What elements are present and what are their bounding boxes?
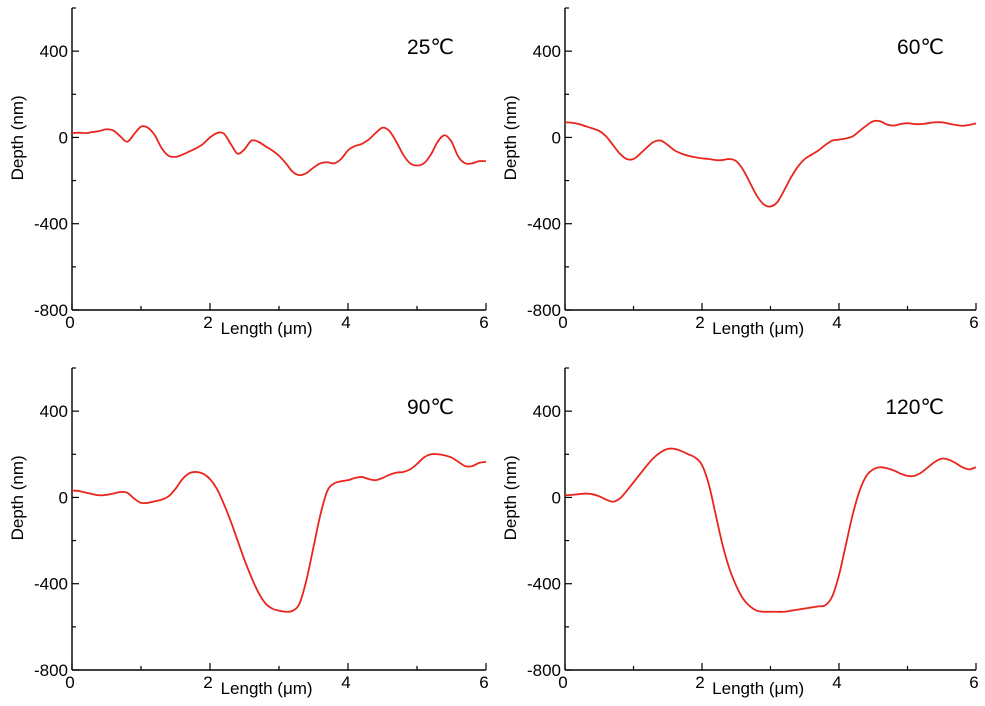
depth-profile-line (71, 125, 487, 177)
y-axis-label: Depth (nm) (8, 455, 27, 540)
x-tick-label: 6 (479, 313, 488, 332)
x-tick-label: 4 (832, 673, 841, 692)
x-tick-label: 4 (341, 313, 350, 332)
y-tick-label: -800 (527, 661, 561, 680)
x-tick-label: 2 (203, 313, 212, 332)
y-tick-label: -400 (34, 215, 68, 234)
x-tick-label: 0 (558, 673, 567, 692)
x-tick-label: 0 (65, 313, 74, 332)
x-axis-label: Length (μm) (221, 319, 313, 338)
y-tick-label: 0 (59, 128, 68, 147)
x-tick-label: 4 (832, 313, 841, 332)
y-tick-label: 400 (40, 402, 68, 421)
x-tick-label: 2 (695, 673, 704, 692)
x-tick-label: 6 (969, 313, 978, 332)
x-tick-label: 6 (969, 673, 978, 692)
x-tick-label: 0 (558, 313, 567, 332)
x-axis-label: Length (μm) (221, 679, 313, 698)
y-tick-label: -400 (527, 215, 561, 234)
x-axis-label: Length (μm) (712, 679, 804, 698)
x-tick-label: 2 (203, 673, 212, 692)
panel-temperature-label: 25℃ (407, 36, 454, 59)
y-tick-label: -400 (34, 575, 68, 594)
x-tick-label: 0 (65, 673, 74, 692)
y-tick-label: 400 (533, 402, 561, 421)
y-tick-label: 0 (552, 128, 561, 147)
depth-profile-line (564, 447, 977, 613)
x-axis-label: Length (μm) (712, 319, 804, 338)
x-tick-label: 4 (341, 673, 350, 692)
y-tick-label: 0 (59, 488, 68, 507)
y-axis-label: Depth (nm) (501, 95, 520, 180)
y-axis-label: Depth (nm) (8, 95, 27, 180)
panel-temperature-label: 60℃ (897, 36, 944, 59)
depth-profile-line (71, 453, 487, 613)
y-tick-label: -400 (527, 575, 561, 594)
panel-temperature-label: 90℃ (407, 396, 454, 419)
x-tick-label: 2 (695, 313, 704, 332)
y-tick-label: -800 (34, 301, 68, 320)
x-tick-label: 6 (479, 673, 488, 692)
depth-profile-line (564, 119, 977, 208)
y-axis-label: Depth (nm) (501, 455, 520, 540)
y-tick-label: 400 (40, 42, 68, 61)
panel-temperature-label: 120℃ (885, 396, 944, 419)
y-tick-label: -800 (527, 301, 561, 320)
y-tick-label: 400 (533, 42, 561, 61)
y-tick-label: -800 (34, 661, 68, 680)
y-tick-label: 0 (552, 488, 561, 507)
